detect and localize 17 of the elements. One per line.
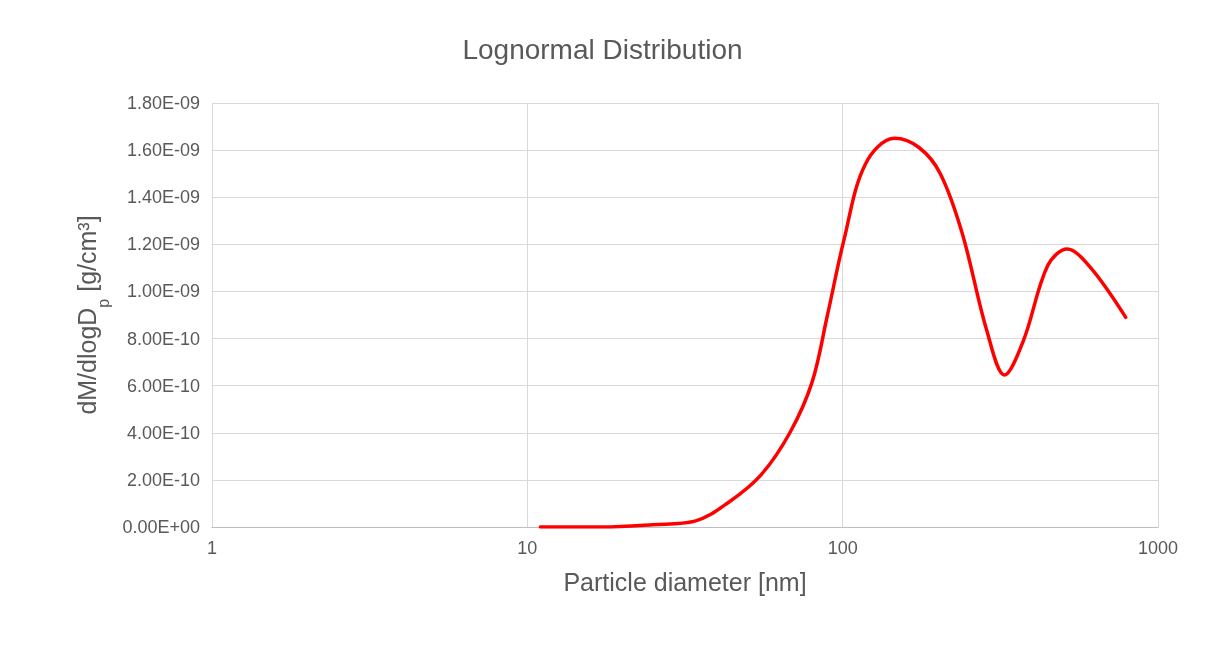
- y-tick-label: 6.00E-10: [126, 375, 200, 396]
- y-tick-label: 1.20E-09: [126, 234, 200, 255]
- y-tick-label: 8.00E-10: [126, 328, 200, 349]
- y-tick-label: 1.00E-09: [126, 281, 200, 302]
- y-tick-label: 1.60E-09: [126, 140, 200, 161]
- y-tick-label: 0.00E+00: [122, 517, 200, 537]
- y-tick-label: 2.00E-10: [126, 469, 200, 490]
- y-tick-label: 4.00E-10: [126, 422, 200, 443]
- x-tick-label: 10: [517, 538, 538, 558]
- y-tick-label: 1.40E-09: [126, 187, 200, 208]
- y-axis-title: dM/dlogDp [g/cm³]: [73, 215, 113, 415]
- y-tick-label: 1.80E-09: [126, 93, 200, 113]
- x-tick-label: 100: [827, 538, 858, 558]
- x-tick-label: 1000: [1137, 538, 1179, 558]
- chart-title: Lognormal Distribution: [462, 33, 743, 65]
- x-tick-label: 1: [206, 538, 218, 558]
- x-axis-title: Particle diameter [nm]: [563, 567, 807, 596]
